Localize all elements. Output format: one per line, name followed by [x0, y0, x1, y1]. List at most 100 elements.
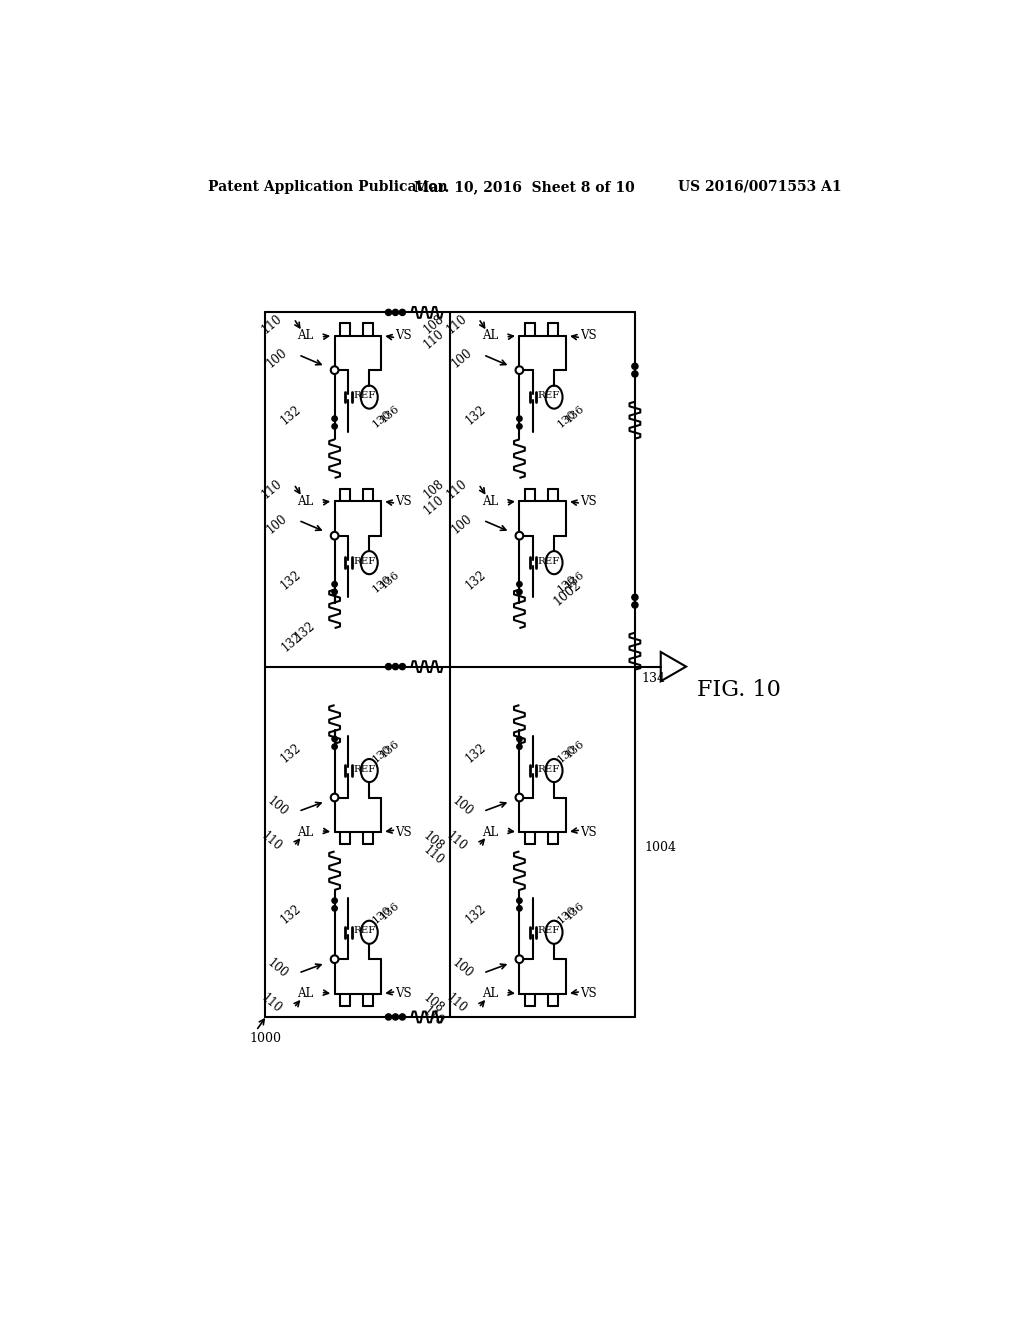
Text: 132: 132 — [463, 741, 488, 766]
Circle shape — [515, 532, 523, 540]
Text: 136: 136 — [379, 569, 401, 590]
Circle shape — [331, 956, 339, 964]
Text: REF: REF — [538, 557, 560, 565]
Text: 132: 132 — [463, 903, 488, 927]
Text: 100: 100 — [264, 795, 290, 818]
Text: REF: REF — [538, 927, 560, 935]
Text: 108: 108 — [421, 478, 446, 502]
Text: REF: REF — [353, 927, 376, 935]
Text: REF: REF — [353, 764, 376, 774]
Text: AL: AL — [482, 329, 499, 342]
Text: AL: AL — [482, 987, 499, 1001]
Text: AL: AL — [297, 987, 313, 1001]
Text: 130: 130 — [371, 573, 393, 595]
Text: VS: VS — [581, 825, 597, 838]
Circle shape — [332, 582, 337, 587]
Circle shape — [517, 737, 522, 742]
Text: 130: 130 — [556, 573, 579, 595]
Circle shape — [515, 956, 523, 964]
Text: 132: 132 — [279, 903, 304, 927]
Text: VS: VS — [395, 987, 413, 1001]
Circle shape — [332, 416, 337, 421]
Text: VS: VS — [395, 329, 413, 342]
Text: 130: 130 — [371, 408, 393, 429]
Circle shape — [517, 589, 522, 594]
Text: 110: 110 — [259, 829, 285, 854]
Text: 136: 136 — [563, 404, 586, 425]
Circle shape — [517, 582, 522, 587]
Circle shape — [515, 367, 523, 374]
Circle shape — [517, 424, 522, 429]
Text: 110: 110 — [444, 829, 469, 854]
Text: 1000: 1000 — [250, 1032, 282, 1045]
Circle shape — [632, 594, 638, 601]
Text: AL: AL — [482, 825, 499, 838]
Text: 110: 110 — [421, 492, 446, 517]
Text: 110: 110 — [421, 1005, 446, 1030]
Text: 130: 130 — [371, 904, 393, 927]
Circle shape — [632, 371, 638, 378]
Circle shape — [632, 602, 638, 609]
Circle shape — [331, 532, 339, 540]
Text: Patent Application Publication: Patent Application Publication — [208, 180, 447, 194]
Circle shape — [385, 309, 391, 315]
Text: 110: 110 — [259, 478, 285, 502]
Text: VS: VS — [395, 495, 413, 508]
Circle shape — [332, 424, 337, 429]
Text: 132: 132 — [463, 568, 488, 593]
Text: VS: VS — [581, 495, 597, 508]
Circle shape — [517, 744, 522, 750]
Text: 100: 100 — [450, 512, 475, 536]
Text: 132: 132 — [280, 630, 305, 655]
Text: VS: VS — [581, 329, 597, 342]
Text: 136: 136 — [379, 404, 401, 425]
Text: 136: 136 — [379, 900, 401, 921]
Text: 130: 130 — [556, 408, 579, 429]
Text: 110: 110 — [259, 991, 285, 1015]
Text: 110: 110 — [421, 327, 446, 351]
Text: 110: 110 — [259, 312, 285, 337]
Circle shape — [517, 898, 522, 903]
Text: 100: 100 — [264, 512, 290, 536]
Text: 110: 110 — [444, 991, 469, 1015]
Text: 110: 110 — [444, 478, 469, 502]
Circle shape — [632, 363, 638, 370]
Text: 110: 110 — [444, 312, 469, 337]
Circle shape — [399, 1014, 406, 1020]
Circle shape — [332, 906, 337, 911]
Text: 132: 132 — [279, 403, 304, 426]
Circle shape — [392, 309, 398, 315]
Text: 108: 108 — [421, 829, 446, 854]
Text: 100: 100 — [450, 956, 475, 981]
Text: 136: 136 — [563, 738, 586, 760]
Circle shape — [332, 589, 337, 594]
Text: REF: REF — [538, 764, 560, 774]
Circle shape — [385, 1014, 391, 1020]
Text: 100: 100 — [264, 956, 290, 981]
Text: REF: REF — [353, 391, 376, 400]
Text: 130: 130 — [556, 743, 579, 764]
Text: AL: AL — [297, 329, 313, 342]
Text: 1004: 1004 — [644, 841, 676, 854]
Circle shape — [331, 793, 339, 801]
Text: AL: AL — [482, 495, 499, 508]
Circle shape — [331, 367, 339, 374]
Text: 100: 100 — [264, 346, 290, 371]
Text: 134: 134 — [641, 672, 665, 685]
Text: 132: 132 — [463, 403, 488, 426]
Circle shape — [515, 793, 523, 801]
Circle shape — [332, 898, 337, 903]
Text: 110: 110 — [421, 843, 446, 867]
Text: 136: 136 — [563, 569, 586, 590]
Text: 136: 136 — [563, 900, 586, 921]
Text: 108: 108 — [421, 991, 446, 1015]
Circle shape — [392, 1014, 398, 1020]
Text: REF: REF — [353, 557, 376, 565]
Circle shape — [385, 664, 391, 669]
Text: 132: 132 — [279, 568, 304, 593]
Circle shape — [332, 744, 337, 750]
Text: VS: VS — [581, 987, 597, 1001]
Text: 1002: 1002 — [551, 578, 584, 609]
Circle shape — [332, 737, 337, 742]
Text: 130: 130 — [371, 743, 393, 764]
